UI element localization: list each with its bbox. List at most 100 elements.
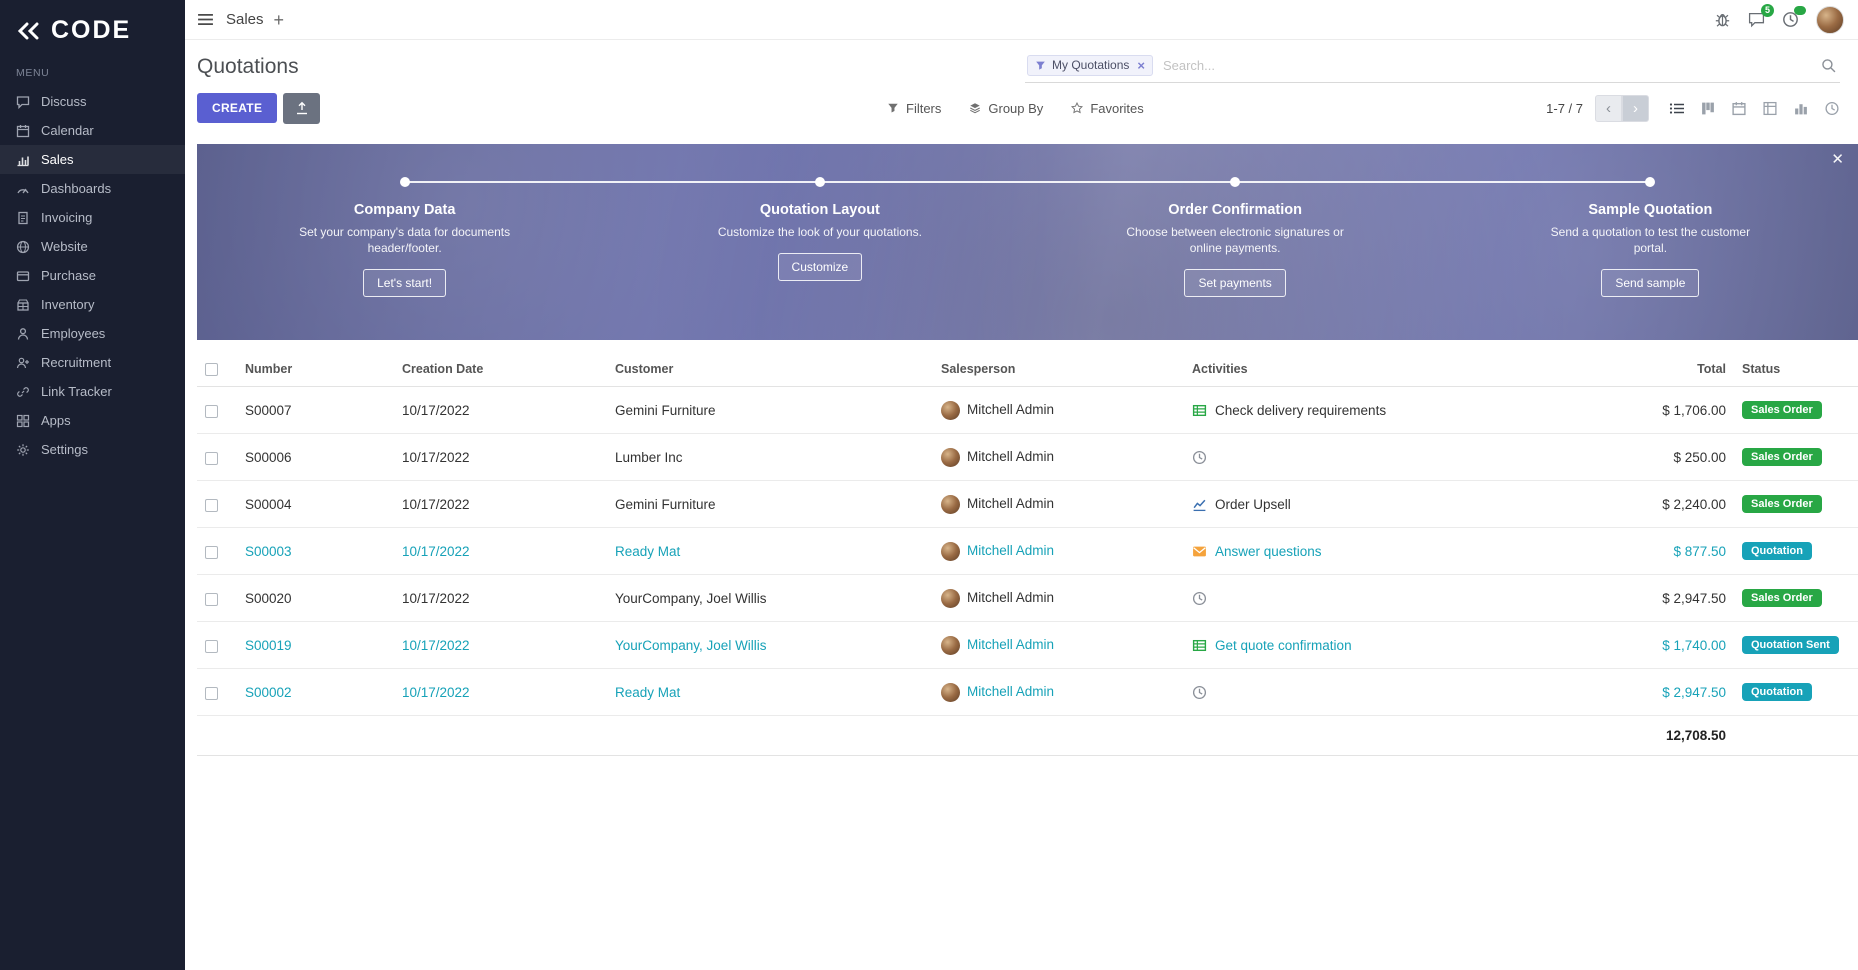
- sidebar-item-settings[interactable]: Settings: [0, 435, 185, 464]
- sidebar-item-website[interactable]: Website: [0, 232, 185, 261]
- favorites-button[interactable]: Favorites: [1071, 101, 1144, 116]
- salesperson-avatar: [941, 588, 960, 608]
- row-checkbox[interactable]: [205, 404, 218, 418]
- pager-previous-button[interactable]: ‹: [1595, 94, 1622, 122]
- column-header-salesperson[interactable]: Salesperson: [933, 350, 1184, 388]
- quotation-number[interactable]: S00002: [237, 668, 394, 717]
- sidebar-item-invoicing[interactable]: Invoicing: [0, 203, 185, 232]
- sidebar-item-recruitment[interactable]: Recruitment: [0, 348, 185, 377]
- app-logo[interactable]: CODE: [0, 0, 185, 59]
- activity-clock-icon[interactable]: [1192, 685, 1207, 700]
- activity-cell[interactable]: [1184, 668, 1584, 717]
- messages-icon[interactable]: 5: [1748, 4, 1774, 28]
- sidebar-item-inventory[interactable]: Inventory: [0, 290, 185, 319]
- calendar-view-icon[interactable]: [1731, 101, 1747, 116]
- quotation-row-s00006[interactable]: S00006 10/17/2022 Lumber Inc Mitchell Ad…: [197, 433, 1858, 482]
- order-total: $ 1,740.00: [1584, 621, 1734, 670]
- debug-bug-icon[interactable]: [1714, 11, 1731, 28]
- settings-icon: [16, 443, 30, 457]
- table-header-row: Number Creation Date Customer Salesperson Ac…: [197, 350, 1858, 388]
- banner-close-icon[interactable]: ✕: [1831, 151, 1844, 168]
- column-header-total[interactable]: Total: [1584, 350, 1734, 388]
- row-checkbox[interactable]: [205, 686, 218, 700]
- activity-cell[interactable]: [1184, 574, 1584, 623]
- activity-cell[interactable]: [1184, 433, 1584, 482]
- customer-name: YourCompany, Joel Willis: [607, 574, 933, 623]
- activities-clock-icon[interactable]: [1782, 6, 1806, 28]
- salesperson-name: Mitchell Admin: [967, 589, 1055, 605]
- sidebar-item-sales[interactable]: Sales: [0, 145, 185, 174]
- list-view-icon[interactable]: [1669, 101, 1685, 116]
- activity-clock-icon[interactable]: [1192, 591, 1207, 606]
- quotation-number[interactable]: S00020: [237, 574, 394, 623]
- quotation-number[interactable]: S00006: [237, 433, 394, 482]
- upload-icon: [295, 101, 309, 115]
- hamburger-menu-icon[interactable]: [197, 13, 214, 26]
- search-icon[interactable]: [1821, 58, 1836, 73]
- salesperson-name: Mitchell Admin: [967, 542, 1055, 558]
- quotation-number[interactable]: S00004: [237, 480, 394, 529]
- column-header-creation-date[interactable]: Creation Date: [394, 350, 607, 388]
- activity-chart-icon[interactable]: [1192, 497, 1207, 512]
- salesperson-avatar: [941, 494, 960, 514]
- row-checkbox[interactable]: [205, 545, 218, 559]
- quotation-row-s00007[interactable]: S00007 10/17/2022 Gemini Furniture Mitch…: [197, 386, 1858, 435]
- sidebar-item-discuss[interactable]: Discuss: [0, 87, 185, 116]
- activity-list-icon[interactable]: [1192, 638, 1207, 653]
- onboarding-steps: Company Data Set your company's data for…: [197, 144, 1858, 340]
- current-app-name[interactable]: Sales: [226, 11, 264, 28]
- quotation-row-s00003[interactable]: S00003 10/17/2022 Ready Mat Mitchell Adm…: [197, 527, 1858, 576]
- quotation-row-s00019[interactable]: S00019 10/17/2022 YourCompany, Joel Will…: [197, 621, 1858, 670]
- step-action-button[interactable]: Let's start!: [363, 269, 447, 298]
- kanban-view-icon[interactable]: [1700, 101, 1716, 116]
- sidebar-item-calendar[interactable]: Calendar: [0, 116, 185, 145]
- activity-list-icon[interactable]: [1192, 403, 1207, 418]
- activity-clock-icon[interactable]: [1192, 450, 1207, 465]
- step-action-button[interactable]: Customize: [777, 253, 863, 282]
- create-button[interactable]: CREATE: [197, 93, 278, 123]
- activity-cell[interactable]: Check delivery requirements: [1184, 386, 1584, 435]
- pivot-view-icon[interactable]: [1762, 101, 1778, 116]
- group-by-button[interactable]: Group By: [969, 101, 1043, 116]
- column-header-number[interactable]: Number: [237, 350, 394, 388]
- activity-cell[interactable]: Answer questions: [1184, 527, 1584, 576]
- row-checkbox[interactable]: [205, 592, 218, 606]
- column-header-activities[interactable]: Activities: [1184, 350, 1584, 388]
- row-checkbox[interactable]: [205, 639, 218, 653]
- export-button[interactable]: [283, 92, 321, 124]
- quotation-row-s00004[interactable]: S00004 10/17/2022 Gemini Furniture Mitch…: [197, 480, 1858, 529]
- user-avatar[interactable]: [1816, 5, 1844, 34]
- sidebar-item-purchase[interactable]: Purchase: [0, 261, 185, 290]
- quotation-number[interactable]: S00019: [237, 621, 394, 670]
- activity-cell[interactable]: Order Upsell: [1184, 480, 1584, 529]
- quotation-number[interactable]: S00003: [237, 527, 394, 576]
- sidebar-item-apps[interactable]: Apps: [0, 406, 185, 435]
- row-checkbox[interactable]: [205, 451, 218, 465]
- row-checkbox[interactable]: [205, 498, 218, 512]
- sidebar-menu: Discuss Calendar Sales Dashboards Invoic…: [0, 87, 185, 464]
- sidebar-item-dashboards[interactable]: Dashboards: [0, 174, 185, 203]
- search-bar[interactable]: My Quotations ×: [1025, 52, 1840, 83]
- activity-envelope-icon[interactable]: [1192, 544, 1207, 559]
- sidebar-item-link-tracker[interactable]: Link Tracker: [0, 377, 185, 406]
- filters-button[interactable]: Filters: [887, 101, 941, 116]
- activity-view-icon[interactable]: [1824, 101, 1840, 116]
- add-tab-button[interactable]: +: [273, 9, 285, 30]
- step-action-button[interactable]: Send sample: [1601, 269, 1700, 298]
- search-input[interactable]: [1162, 57, 1821, 73]
- column-header-customer[interactable]: Customer: [607, 350, 933, 388]
- sidebar-item-employees[interactable]: Employees: [0, 319, 185, 348]
- graph-view-icon[interactable]: [1793, 101, 1809, 116]
- quotation-number[interactable]: S00007: [237, 386, 394, 435]
- column-header-status[interactable]: Status: [1734, 350, 1858, 388]
- quotation-row-s00002[interactable]: S00002 10/17/2022 Ready Mat Mitchell Adm…: [197, 668, 1858, 717]
- activity-cell[interactable]: Get quote confirmation: [1184, 621, 1584, 670]
- pager-next-button[interactable]: ›: [1622, 94, 1649, 122]
- search-facet[interactable]: My Quotations ×: [1027, 54, 1153, 76]
- select-all-checkbox[interactable]: [205, 363, 218, 377]
- step-action-button[interactable]: Set payments: [1184, 269, 1286, 298]
- salesperson-cell: Mitchell Admin: [933, 621, 1184, 670]
- facet-remove-icon[interactable]: ×: [1137, 57, 1145, 73]
- quotation-row-s00020[interactable]: S00020 10/17/2022 YourCompany, Joel Will…: [197, 574, 1858, 623]
- sidebar-item-label: Dashboards: [41, 181, 112, 196]
